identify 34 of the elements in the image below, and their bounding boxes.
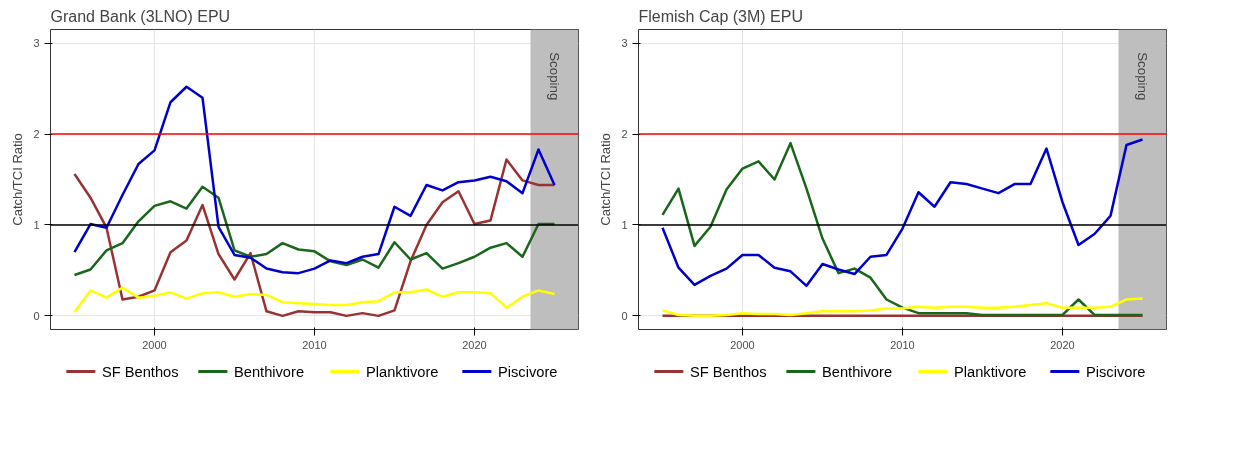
y-tick-label: 1: [33, 218, 40, 231]
legend-label: Benthivore: [821, 363, 893, 380]
y-tick-label: 3: [33, 37, 40, 50]
legend-label: Planktivore: [365, 363, 439, 380]
legend-label: SF Benthos: [689, 363, 767, 380]
y-tick-label: 2: [621, 128, 628, 141]
line-series: [73, 185, 556, 277]
chart-title: Grand Bank (3LNO) EPU: [50, 7, 231, 25]
band-label: Scoping: [547, 52, 562, 101]
x-tick-label: 2010: [302, 338, 327, 351]
y-axis-title: Catch/TCI Ratio: [10, 133, 26, 226]
y-tick-label: 0: [621, 309, 628, 322]
y-tick-label: 3: [621, 37, 628, 50]
line-series: [661, 141, 1144, 317]
y-tick-label: 1: [621, 218, 628, 231]
y-axis-title: Catch/TCI Ratio: [598, 133, 614, 226]
legend-label: Piscivore: [497, 363, 558, 380]
line-series: [73, 286, 556, 314]
y-tick-label: 0: [33, 309, 40, 322]
legend-label: Planktivore: [953, 363, 1027, 380]
chart-title: Flemish Cap (3M) EPU: [638, 7, 803, 25]
band-label: Scoping: [1135, 52, 1150, 101]
x-tick-label: 2020: [462, 338, 487, 351]
x-tick-label: 2000: [730, 338, 755, 351]
legend-label: Piscivore: [1085, 363, 1146, 380]
legend-label: Benthivore: [233, 363, 305, 380]
line-series: [73, 158, 556, 318]
legend-label: SF Benthos: [101, 363, 179, 380]
x-tick-label: 2010: [890, 338, 915, 351]
line-series: [661, 297, 1144, 318]
x-tick-label: 2020: [1050, 338, 1075, 351]
line-series: [661, 138, 1144, 288]
x-tick-label: 2000: [142, 338, 167, 351]
y-tick-label: 2: [33, 128, 40, 141]
